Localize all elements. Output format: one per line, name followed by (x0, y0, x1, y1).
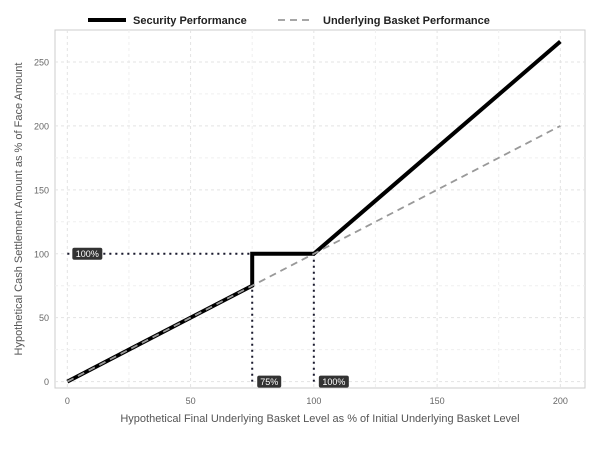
annotation-text: 100% (322, 377, 345, 387)
y-tick-label: 200 (34, 121, 49, 131)
y-tick-label: 250 (34, 57, 49, 67)
y-tick-label: 100 (34, 249, 49, 259)
x-tick-label: 150 (430, 396, 445, 406)
annotations: 100% 75% 100% (72, 247, 349, 388)
x-axis-ticks: 0 50 100 150 200 (65, 396, 568, 406)
annotation-text: 75% (260, 377, 278, 387)
x-tick-label: 100 (306, 396, 321, 406)
y-tick-label: 0 (44, 377, 49, 387)
annotation-box (257, 375, 282, 388)
plot-border (54, 29, 586, 389)
legend-label: Security Performance (133, 15, 247, 27)
legend: Security Performance Underlying Basket Pe… (88, 15, 490, 27)
legend-entry: Security Performance (88, 15, 247, 27)
series-line-underlying-basket-performance (66, 125, 561, 383)
y-tick-label: 50 (39, 313, 49, 323)
annotation-label: 75% (257, 375, 282, 388)
x-tick-label: 200 (553, 396, 568, 406)
legend-entry: Underlying Basket Performance (278, 15, 490, 27)
y-tick-label: 150 (34, 185, 49, 195)
x-tick-label: 0 (65, 396, 70, 406)
annotation-box (72, 247, 103, 260)
x-tick-label: 50 (186, 396, 196, 406)
y-axis-label: Hypothetical Cash Settlement Amount as %… (13, 63, 25, 356)
y-axis-ticks: 0 50 100 150 200 250 (34, 57, 49, 387)
annotation-label: 100% (318, 375, 349, 388)
x-axis-label: Hypothetical Final Underlying Basket Lev… (120, 413, 519, 425)
legend-label: Underlying Basket Performance (323, 15, 490, 27)
series-layer (66, 39, 562, 384)
annotation-box (318, 375, 349, 388)
annotation-text: 100% (76, 249, 99, 259)
annotation-label: 100% (72, 247, 103, 260)
